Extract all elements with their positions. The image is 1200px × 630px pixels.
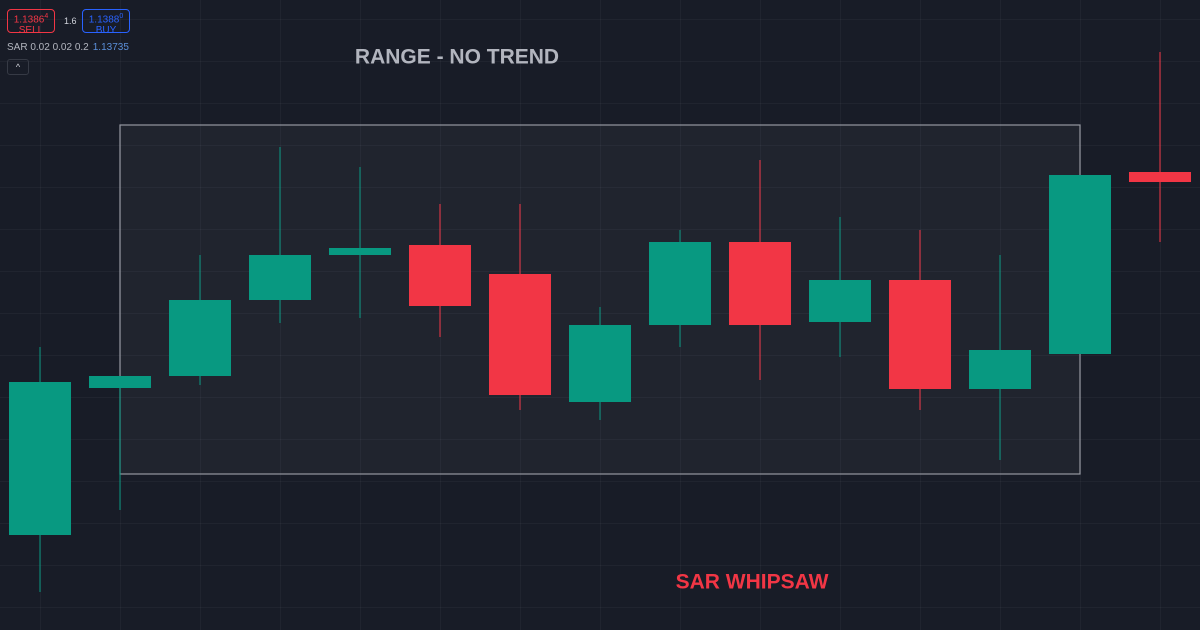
- annotation: SAR WHIPSAW: [676, 571, 829, 594]
- candle-body: [569, 325, 631, 402]
- annotation: RANGE - NO TREND: [355, 46, 559, 69]
- candle-body: [89, 376, 151, 388]
- buy-pip: 0: [119, 13, 124, 20]
- candle-body: [409, 245, 471, 306]
- buy-label: BUY: [95, 25, 117, 37]
- sell-pip: 4: [44, 13, 49, 20]
- buy-price: 1.1388: [88, 14, 120, 26]
- sell-button[interactable]: 1.13864 SELL: [7, 9, 55, 37]
- candles: [9, 52, 1191, 592]
- buy-button[interactable]: 1.13880 BUY: [82, 9, 130, 37]
- candle-body: [169, 300, 231, 376]
- spread: 1.6: [64, 16, 77, 26]
- candle-body: [729, 242, 791, 325]
- candle-body: [249, 255, 311, 300]
- sell-price: 1.1386: [13, 14, 45, 26]
- indicator-legend: SAR 0.02 0.02 0.2 1.13735: [7, 42, 129, 53]
- candle-body: [9, 382, 71, 535]
- candle-body: [489, 274, 551, 395]
- indicator-name: SAR 0.02 0.02 0.2: [7, 42, 89, 53]
- candle-body: [809, 280, 871, 322]
- candle-body: [329, 248, 391, 255]
- sell-label: SELL: [18, 25, 44, 37]
- candle-body: [1049, 175, 1111, 354]
- candle-body: [889, 280, 951, 389]
- candle-body: [969, 350, 1031, 389]
- collapse-button[interactable]: ^: [7, 59, 29, 75]
- candle-body: [1129, 172, 1191, 182]
- indicator-value: 1.13735: [92, 42, 129, 53]
- candle-body: [649, 242, 711, 325]
